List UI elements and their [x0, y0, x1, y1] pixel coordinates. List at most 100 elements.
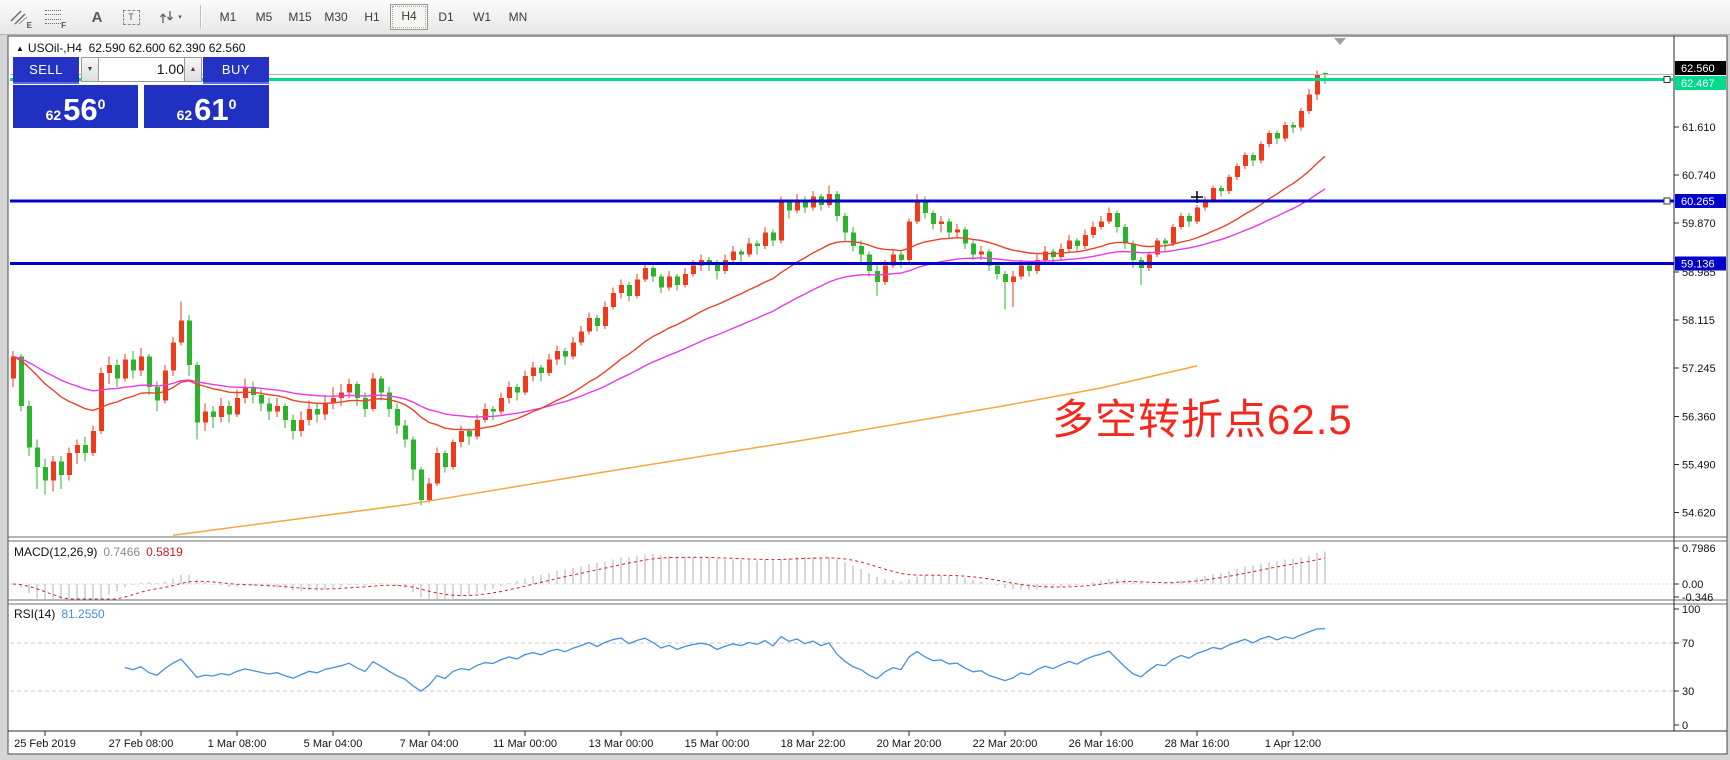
candle-body [35, 447, 40, 467]
candle-body [403, 425, 408, 440]
candle-body [19, 356, 24, 407]
candle-body [491, 408, 496, 412]
timeframe-button-m30[interactable]: M30 [324, 10, 348, 24]
candle-body [1155, 240, 1160, 255]
candle-body [171, 342, 176, 371]
macd-value-signal: 0.5819 [146, 545, 183, 559]
candle-body [1315, 75, 1320, 95]
macd-histogram [20, 551, 1326, 599]
candle-body [955, 229, 960, 233]
candle-body [739, 251, 744, 255]
chart-annotation-text[interactable]: 多空转折点62.5 [1052, 396, 1353, 443]
volume-input[interactable]: 1.00 [98, 57, 191, 82]
collapse-icon[interactable]: ▲ [16, 44, 24, 53]
candle-body [1027, 265, 1032, 271]
time-label: 1 Mar 08:00 [208, 738, 267, 750]
timeframe-button-h1[interactable]: H1 [364, 10, 380, 24]
candle-body [1091, 226, 1096, 236]
candle-body [1203, 199, 1208, 208]
candle-body [1019, 265, 1024, 277]
ma-mid-line [12, 188, 1326, 418]
candle-body [763, 232, 768, 247]
volume-decrease-button[interactable]: ▼ [81, 57, 99, 82]
price-tick-label: 58.115 [1682, 315, 1715, 327]
hline-badge-blue1-label: 60.265 [1681, 196, 1715, 208]
rsi-line [124, 628, 1326, 692]
timeframe-button-mn[interactable]: MN [508, 10, 528, 24]
equidistant-channel-icon[interactable]: E [4, 4, 34, 30]
time-label: 18 Mar 22:00 [781, 738, 846, 750]
time-label: 11 Mar 00:00 [493, 738, 557, 750]
tool-sub-label: E [26, 21, 32, 30]
candle-body [827, 193, 832, 205]
fibonacci-retracement-icon[interactable]: F [38, 4, 68, 30]
macd-axis-label: 0.7986 [1682, 543, 1716, 555]
sell-price-box[interactable]: 62 56 0 [13, 85, 138, 128]
candle-body [427, 483, 432, 500]
symbol-period-label: USOil-,H4 [27, 41, 82, 55]
candle-body [67, 453, 72, 476]
price-tick-label: 56.360 [1682, 412, 1716, 424]
candle-body [1123, 226, 1128, 244]
time-label: 20 Mar 20:00 [877, 738, 942, 750]
current-price-badge-label: 62.560 [1681, 63, 1715, 75]
timeframe-button-w1[interactable]: W1 [473, 10, 491, 24]
candle-body [635, 279, 640, 296]
candle-body [1243, 155, 1248, 167]
toolbar: E F A T ▾ M1 M5 M15 M30 H1 H4 D1 W1 MN [0, 0, 1730, 35]
chart-title: ▲ USOil-,H4 62.590 62.600 62.390 62.560 [16, 41, 245, 55]
sell-button[interactable]: SELL [13, 57, 79, 84]
buy-button[interactable]: BUY [203, 57, 269, 84]
rsi-axis-label: 30 [1682, 686, 1694, 698]
candle-body [1147, 254, 1152, 269]
candle-body [395, 408, 400, 426]
candle-body [667, 276, 672, 288]
candle-body [523, 375, 528, 393]
macd-name: MACD(12,26,9) [14, 545, 98, 559]
candle-body [83, 444, 88, 454]
arrow-objects-icon[interactable]: ▾ [150, 4, 190, 30]
candle-body [411, 439, 416, 470]
candle-body [643, 268, 648, 280]
candle-body [147, 356, 152, 387]
timeframe-button-m5[interactable]: M5 [255, 10, 273, 24]
candle-body [1235, 166, 1240, 178]
candle-body [1171, 226, 1176, 244]
candle-body [923, 199, 928, 214]
candle-body [1195, 207, 1200, 222]
candle-body [1283, 124, 1288, 139]
candle-body [43, 466, 48, 481]
candle-body [587, 317, 592, 332]
candle-body [891, 254, 896, 266]
candle-body [947, 221, 952, 233]
timeframe-button-m15[interactable]: M15 [288, 10, 312, 24]
candle-body [1275, 133, 1280, 139]
timeframe-button-d1[interactable]: D1 [438, 10, 454, 24]
text-tool-icon[interactable]: A [82, 4, 112, 30]
timeframe-button-h4[interactable]: H4 [390, 4, 428, 30]
volume-increase-button[interactable]: ▲ [184, 57, 202, 82]
tool-sub-label: F [61, 21, 66, 30]
candle-body [899, 254, 904, 260]
candle-body [723, 259, 728, 271]
hline-handle[interactable] [1663, 76, 1671, 84]
one-click-trade-panel: SELL ▼ 1.00 ▲ BUY 62 56 0 62 61 0 [13, 57, 269, 128]
candle-body [611, 293, 616, 307]
time-label: 5 Mar 04:00 [304, 738, 363, 750]
hline-badge-green [1675, 76, 1726, 90]
price-tick-label: 60.740 [1682, 170, 1716, 182]
dropdown-caret-icon[interactable]: ▾ [178, 14, 182, 21]
candle-body [683, 273, 688, 285]
hline-handle[interactable] [1663, 197, 1671, 205]
buy-price-box[interactable]: 62 61 0 [144, 85, 269, 128]
text-label-tool-icon[interactable]: T [116, 4, 146, 30]
candle-body [1067, 240, 1072, 249]
candle-body [971, 243, 976, 255]
candle-body [619, 284, 624, 294]
candle-body [331, 397, 336, 404]
candle-body [1035, 259, 1040, 271]
timeframe-button-m1[interactable]: M1 [219, 10, 237, 24]
buy-price-sup: 0 [228, 96, 237, 112]
buy-price-prefix: 62 [176, 107, 193, 123]
